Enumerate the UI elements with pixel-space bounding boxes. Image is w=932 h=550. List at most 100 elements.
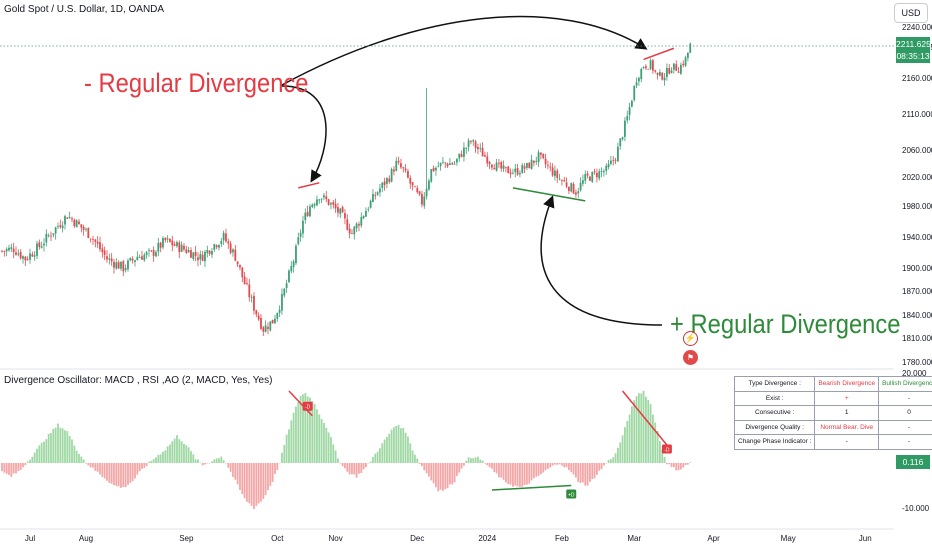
candle-body: [171, 240, 174, 246]
candle-body: [423, 196, 426, 206]
histogram-bar: [101, 463, 104, 477]
histogram-bar: [409, 443, 412, 463]
candle-body: [584, 174, 587, 181]
divergence-marker-box: [661, 444, 672, 454]
histogram-bar: [439, 463, 442, 490]
candle-body: [204, 251, 206, 262]
histogram-bar: [166, 446, 169, 463]
candle-body: [334, 203, 337, 209]
lightning-icon[interactable]: ⚡: [683, 331, 698, 346]
candle-body: [374, 195, 377, 196]
candle-body: [80, 224, 83, 228]
candle-body: [164, 237, 167, 241]
candle-body: [491, 164, 493, 168]
candle-body: [297, 237, 300, 245]
candle-body: [344, 213, 346, 219]
histogram-bar: [106, 463, 108, 481]
histogram-bar: [680, 463, 682, 470]
histogram-bar: [621, 435, 624, 463]
histogram-bar: [645, 396, 647, 463]
candle-body: [222, 232, 225, 241]
symbol-title[interactable]: Gold Spot / U.S. Dollar, 1D, OANDA: [4, 4, 165, 15]
candle-body: [353, 226, 356, 235]
candle-body: [68, 216, 71, 218]
time-tick-label: Jul: [25, 534, 35, 543]
histogram-bar: [64, 430, 66, 463]
candle-body: [327, 199, 330, 205]
candle-body: [554, 170, 556, 177]
candle-body: [253, 295, 255, 311]
oscillator-title[interactable]: Divergence Oscillator: MACD , RSI ,AO (2…: [4, 375, 273, 386]
candle-body: [673, 63, 675, 70]
histogram-bar: [666, 463, 668, 465]
histogram-bar: [610, 459, 612, 463]
histogram-bar: [577, 463, 580, 482]
histogram-bar: [325, 427, 328, 463]
candle-body: [302, 220, 304, 234]
histogram-bar: [668, 463, 671, 465]
table-cell: 1: [814, 405, 880, 421]
candle-body: [92, 239, 94, 241]
candle-body: [442, 161, 444, 163]
candle-body: [661, 72, 664, 80]
candle-body: [40, 246, 43, 248]
histogram-bar: [687, 463, 689, 465]
candle-body: [386, 178, 388, 184]
histogram-bar: [1, 463, 3, 472]
histogram-bar: [38, 445, 41, 463]
candle-body: [481, 147, 484, 157]
histogram-bar: [565, 463, 568, 468]
histogram-bar: [255, 463, 258, 506]
candle-body: [544, 158, 547, 165]
table-cell: Consecutive :: [733, 405, 816, 421]
histogram-bar: [61, 428, 64, 463]
candle-body: [572, 183, 575, 194]
histogram-bar: [561, 463, 563, 466]
divergence-lines: [288, 47, 675, 491]
candle-body: [369, 200, 372, 208]
histogram-bar: [512, 463, 514, 487]
candle-body: [271, 319, 274, 324]
histogram-bar: [192, 454, 195, 463]
currency-button[interactable]: USD: [894, 3, 928, 23]
divergence-marker-box: [302, 401, 313, 411]
candle-body: [656, 72, 659, 75]
histogram-bar: [530, 463, 533, 481]
candle-body: [610, 160, 612, 164]
histogram-bar: [423, 463, 426, 471]
candle-body: [512, 172, 514, 174]
candle-body: [682, 63, 685, 66]
candle-body: [563, 180, 566, 182]
candle-body: [341, 207, 344, 213]
table-cell: -: [878, 434, 932, 450]
table-cell: +: [814, 390, 880, 406]
histogram-bar: [3, 463, 6, 473]
histogram-bar: [10, 463, 13, 477]
histogram-bar: [229, 463, 232, 472]
histogram-bar: [661, 449, 664, 463]
candle-body: [45, 233, 48, 243]
candle-body: [675, 64, 678, 71]
candle-body: [264, 325, 267, 332]
time-axis[interactable]: Jul Aug Sep Oct Nov Dec 2024 Feb Mar Apr May Jun: [25, 534, 872, 543]
time-tick-label: Aug: [79, 534, 93, 543]
flag-icon[interactable]: ⚑: [683, 350, 698, 365]
histogram-bar: [579, 463, 582, 483]
histogram-bar: [395, 426, 398, 463]
divergence-marker-label: -D: [664, 447, 670, 453]
histogram-bar: [607, 459, 610, 463]
histogram-bar: [187, 447, 190, 463]
candle-body: [612, 160, 615, 162]
time-tick-label: Feb: [555, 534, 569, 543]
histogram-bar: [402, 427, 405, 463]
histogram-bar: [19, 463, 22, 470]
table-cell: Type Divergence :: [733, 376, 816, 392]
table-cell: -: [878, 419, 932, 435]
candle-body: [61, 225, 64, 229]
candle-body: [75, 220, 78, 228]
price-axis[interactable]: 2240.0002211.6252160.0002110.0002060.000…: [902, 23, 932, 367]
histogram-bar: [659, 441, 661, 463]
candle-body: [409, 177, 412, 184]
candle-body: [495, 162, 498, 171]
